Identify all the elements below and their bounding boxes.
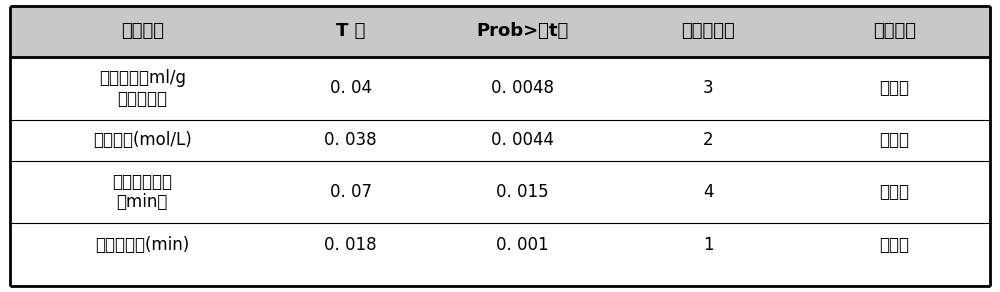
Text: 效应关系: 效应关系 (873, 22, 916, 40)
Text: 影响因素: 影响因素 (121, 22, 164, 40)
Text: 0. 0048: 0. 0048 (491, 79, 554, 97)
Text: 3: 3 (703, 79, 714, 97)
Text: 正效应: 正效应 (879, 131, 909, 149)
Text: 0. 018: 0. 018 (324, 236, 377, 253)
Text: 1: 1 (703, 236, 714, 253)
Text: 正效应: 正效应 (879, 236, 909, 253)
Text: 0. 0044: 0. 0044 (491, 131, 554, 149)
Text: 4: 4 (703, 183, 714, 201)
Text: 正效应: 正效应 (879, 183, 909, 201)
Text: 0. 04: 0. 04 (330, 79, 372, 97)
Text: 0. 07: 0. 07 (330, 183, 372, 201)
Text: Prob>｜t｜: Prob>｜t｜ (476, 22, 568, 40)
Text: 正效应: 正效应 (879, 79, 909, 97)
Text: 盐酸用量（ml/g
细胞湿重）: 盐酸用量（ml/g 细胞湿重） (99, 69, 186, 108)
Bar (10, 6, 990, 57)
Text: 沸水浴时间(min): 沸水浴时间(min) (95, 236, 189, 253)
Text: 盐酸浸泡时间
（min）: 盐酸浸泡时间 （min） (112, 173, 172, 211)
Text: T 值: T 值 (336, 22, 365, 40)
Text: 0. 015: 0. 015 (496, 183, 548, 201)
Text: 0. 038: 0. 038 (324, 131, 377, 149)
Text: 0. 001: 0. 001 (496, 236, 548, 253)
Text: 盐酸浓度(mol/L): 盐酸浓度(mol/L) (93, 131, 192, 149)
Text: 重要性排序: 重要性排序 (681, 22, 735, 40)
Text: 2: 2 (703, 131, 714, 149)
